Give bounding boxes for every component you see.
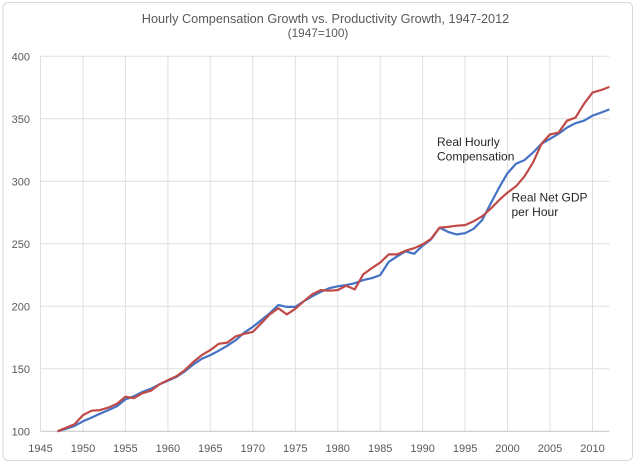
- svg-text:100: 100: [12, 426, 30, 438]
- svg-text:2000: 2000: [495, 443, 519, 455]
- svg-text:1975: 1975: [283, 443, 307, 455]
- svg-text:Real Hourly: Real Hourly: [437, 135, 500, 149]
- svg-text:150: 150: [12, 364, 30, 376]
- svg-text:200: 200: [12, 301, 30, 313]
- svg-text:350: 350: [12, 114, 30, 126]
- svg-text:2005: 2005: [538, 443, 562, 455]
- svg-text:Hourly Compensation Growth vs.: Hourly Compensation Growth vs. Productiv…: [142, 12, 509, 26]
- svg-text:1985: 1985: [368, 443, 392, 455]
- svg-text:1965: 1965: [198, 443, 222, 455]
- svg-text:1995: 1995: [453, 443, 477, 455]
- svg-text:1970: 1970: [241, 443, 265, 455]
- svg-text:(1947=100): (1947=100): [288, 26, 349, 40]
- svg-text:300: 300: [12, 176, 30, 188]
- svg-text:1980: 1980: [325, 443, 349, 455]
- svg-text:Compensation: Compensation: [437, 150, 514, 164]
- svg-text:1960: 1960: [156, 443, 180, 455]
- svg-text:250: 250: [12, 239, 30, 251]
- svg-text:1945: 1945: [28, 443, 52, 455]
- svg-text:400: 400: [12, 51, 30, 63]
- svg-text:Real Net GDP: Real Net GDP: [512, 191, 588, 205]
- svg-text:1990: 1990: [410, 443, 434, 455]
- svg-text:2010: 2010: [580, 443, 604, 455]
- svg-text:per Hour: per Hour: [512, 205, 559, 219]
- svg-text:1950: 1950: [71, 443, 95, 455]
- svg-text:1955: 1955: [113, 443, 137, 455]
